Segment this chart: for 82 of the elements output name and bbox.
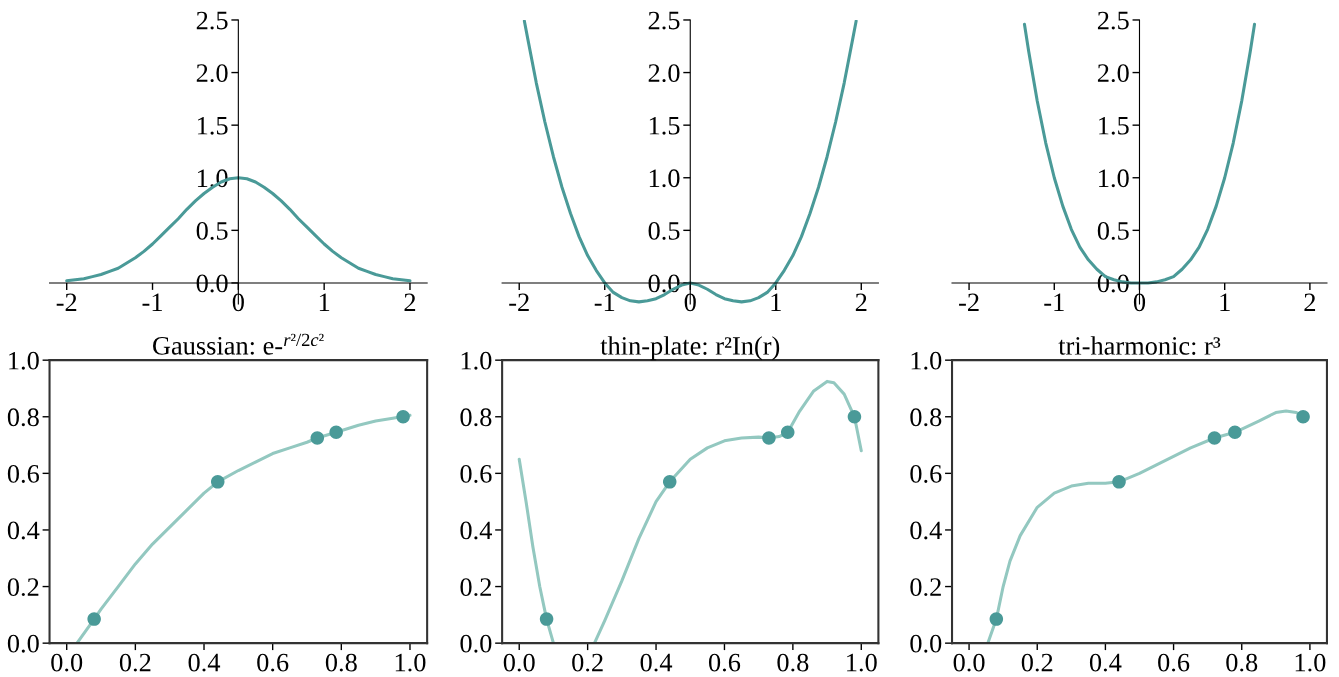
point (329, 425, 343, 440)
y-tick-label: 0.2 (460, 578, 491, 597)
point (762, 431, 776, 445)
x-tick-label: 0.0 (503, 653, 535, 672)
x-tick-label: 1.0 (395, 653, 426, 672)
x-tick-label: 0 (1133, 293, 1146, 312)
point (662, 475, 677, 489)
x-tick-label: 1 (319, 293, 330, 311)
y-tick-label: 1.0 (1099, 169, 1129, 188)
point (1112, 475, 1126, 489)
x-tick-label: 1.0 (1295, 653, 1326, 672)
y-tick-label: 0.4 (7, 521, 40, 540)
x-tick-label: 0.8 (777, 653, 809, 672)
y-tick-label: 1.0 (461, 351, 492, 370)
y-tick-label: 0.4 (460, 521, 492, 540)
x-tick-label: 2 (855, 293, 867, 311)
y-tick-label: 0.6 (460, 464, 492, 483)
y-tick-label: 1.0 (649, 169, 680, 188)
y-tick-label: 0.0 (460, 634, 492, 653)
y-tick-label: 0.0 (910, 634, 942, 653)
y-tick-label: 2.0 (1097, 64, 1129, 83)
y-tick-label: 1.0 (9, 351, 39, 370)
y-tick-label: 0.4 (910, 521, 942, 540)
point (87, 612, 101, 626)
y-tick-label: 0.0 (648, 274, 680, 293)
x-tick-label: 1 (771, 293, 781, 311)
chart-title: tri-harmonic: r³ (1058, 336, 1221, 355)
x-tick-label: 2 (404, 293, 416, 311)
x-tick-label: 0.6 (708, 653, 741, 672)
x-tick-label: 1 (1220, 293, 1230, 311)
point (847, 409, 862, 424)
y-tick-label: 0.5 (1097, 221, 1129, 240)
point (396, 409, 410, 424)
point (989, 612, 1004, 626)
y-tick-label: 2.0 (648, 64, 680, 83)
point (780, 425, 795, 440)
y-tick-label: 0.0 (196, 274, 228, 293)
y-tick-label: 0.2 (7, 578, 39, 597)
y-tick-label: 0.6 (7, 464, 40, 483)
y-tick-label: 2.5 (648, 11, 680, 30)
y-tick-label: 1.0 (911, 351, 942, 370)
y-tick-label: 0.6 (910, 464, 942, 483)
x-tick-label: 0.2 (1021, 653, 1053, 672)
y-tick-label: 1.5 (197, 116, 228, 135)
y-tick-label: 0.5 (648, 221, 680, 240)
x-tick-label: -1 (1044, 293, 1064, 311)
y-tick-label: 0.5 (196, 221, 228, 240)
y-tick-label: 0.8 (910, 408, 942, 427)
chart-title: thin-plate: r²In(r) (600, 336, 780, 361)
x-tick-label: 0.8 (1226, 653, 1258, 672)
x-tick-label: -2 (56, 293, 77, 311)
point (1207, 431, 1222, 445)
x-tick-label: 0 (684, 293, 696, 312)
point (210, 475, 225, 489)
x-tick-label: 0 (232, 293, 244, 312)
y-tick-label: 0.2 (910, 578, 941, 597)
y-tick-label: 1.5 (1099, 116, 1129, 135)
x-tick-label: -2 (959, 293, 979, 311)
x-tick-label: 0.8 (325, 653, 357, 672)
y-tick-label: 2.5 (1097, 11, 1129, 30)
x-tick-label: 1.0 (847, 653, 877, 672)
x-tick-label: 0.2 (572, 653, 603, 672)
y-tick-label: 0.0 (7, 634, 39, 653)
point (1228, 425, 1242, 440)
y-tick-label: 1.5 (649, 116, 680, 135)
y-tick-label: 0.8 (7, 408, 39, 427)
x-tick-label: 0.6 (1158, 653, 1190, 672)
point (310, 431, 325, 445)
y-tick-label: 2.0 (196, 64, 228, 83)
x-tick-label: 0.0 (51, 653, 83, 672)
point (1296, 409, 1310, 424)
x-tick-label: 0.0 (953, 653, 985, 672)
x-tick-label: -1 (142, 293, 162, 311)
y-tick-label: 0.8 (460, 408, 492, 427)
point (539, 612, 554, 626)
x-tick-label: -1 (594, 293, 615, 311)
x-tick-label: 0.6 (257, 653, 289, 672)
x-tick-label: 0.2 (119, 653, 151, 672)
x-tick-label: 2 (1304, 293, 1316, 311)
x-tick-label: -2 (509, 293, 529, 311)
y-tick-label: 2.5 (196, 11, 228, 30)
chart-title: Gaussian: e-$^{r²/2c²}$ (153, 333, 324, 355)
